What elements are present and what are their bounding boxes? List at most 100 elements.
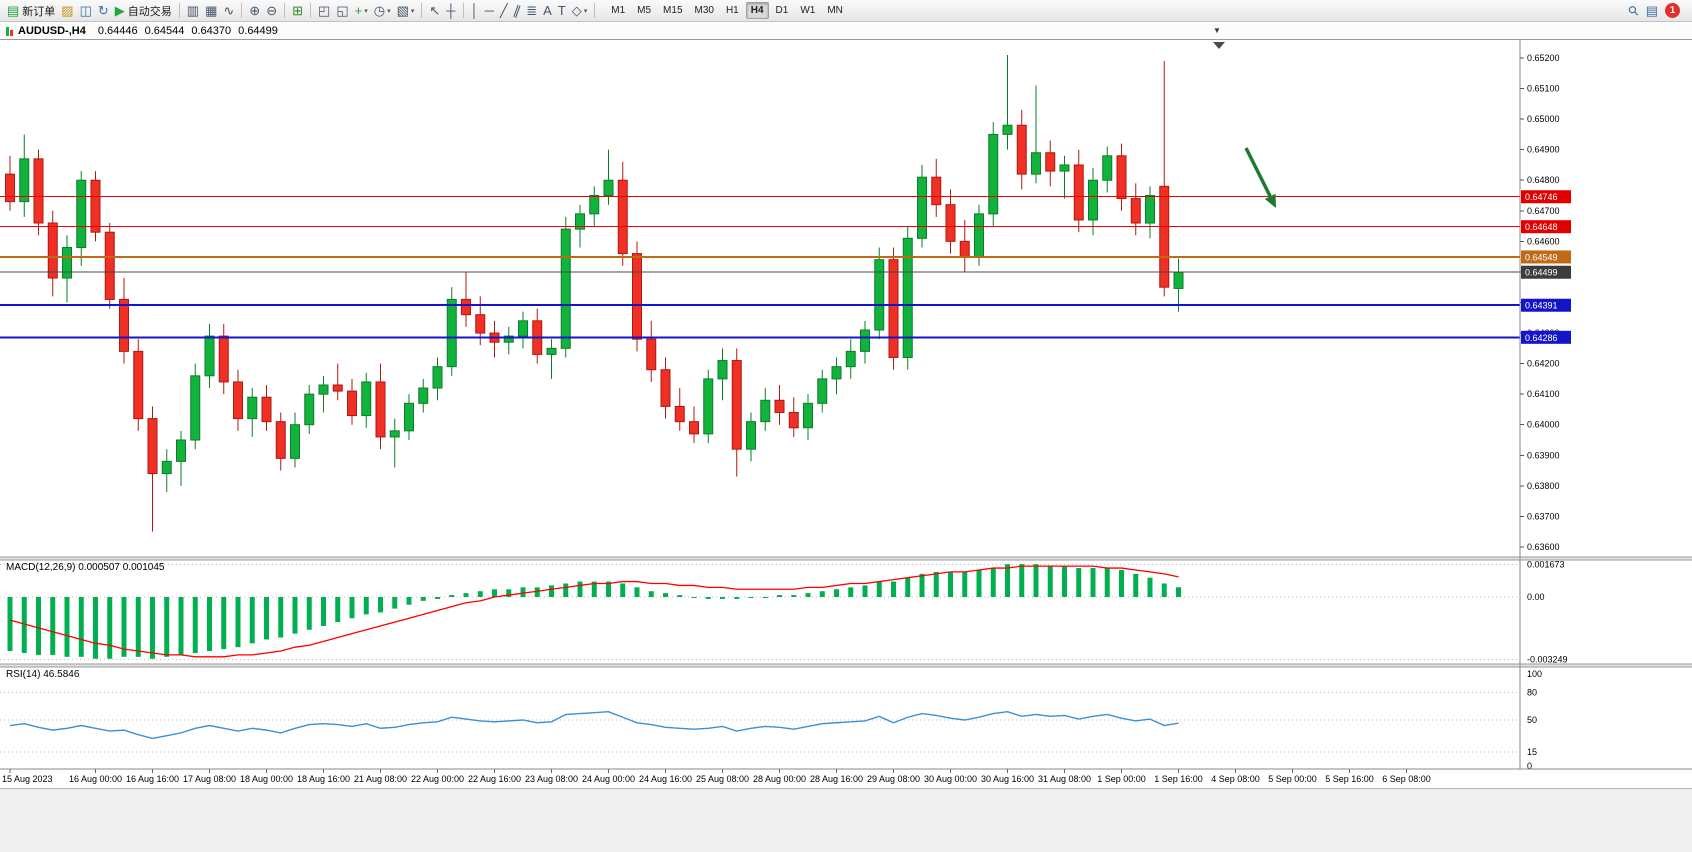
svg-text:0.65200: 0.65200 [1527, 53, 1560, 63]
svg-text:0.00: 0.00 [1527, 592, 1545, 602]
candlestick-icon [6, 26, 13, 36]
fibonacci-icon[interactable]: ≣ [523, 2, 540, 20]
svg-text:4 Sep 08:00: 4 Sep 08:00 [1211, 774, 1260, 784]
tile-windows-icon-glyph: ⊞ [292, 3, 304, 18]
svg-text:1 Sep 16:00: 1 Sep 16:00 [1154, 774, 1203, 784]
new-order-button[interactable]: ▤ 新订单 [4, 2, 58, 20]
crosshair-icon-glyph: ┼ [446, 3, 456, 18]
svg-text:0.63600: 0.63600 [1527, 542, 1560, 552]
timeframe-m1-button[interactable]: M1 [611, 5, 626, 16]
market-watch-icon[interactable]: ◫ [77, 2, 95, 20]
profiles-icon[interactable]: ▨ [58, 2, 76, 20]
svg-text:22 Aug 00:00: 22 Aug 00:00 [411, 774, 464, 784]
timeframe-d1-button[interactable]: D1 [775, 5, 789, 16]
toolbar-separator [310, 3, 312, 18]
tile-windows-icon[interactable]: ⊞ [289, 2, 306, 20]
text-icon[interactable]: A [540, 2, 555, 20]
svg-text:0.001673: 0.001673 [1527, 560, 1565, 570]
svg-text:25 Aug 08:00: 25 Aug 08:00 [696, 774, 749, 784]
timeframe-mn-button[interactable]: MN [827, 5, 843, 16]
crosshair-icon[interactable]: ┼ [443, 2, 458, 20]
svg-text:15 Aug 2023: 15 Aug 2023 [2, 774, 53, 784]
trendline-icon-glyph: ╱ [499, 3, 508, 18]
text-icon-glyph: A [543, 3, 552, 18]
trendline-icon[interactable]: ╱ [497, 2, 511, 20]
periods-button[interactable]: ◷ ▾ [371, 2, 394, 20]
svg-text:100: 100 [1527, 669, 1542, 679]
market-news-icon[interactable]: ▤ [1645, 2, 1658, 18]
notification-badge[interactable]: 1 [1665, 3, 1680, 18]
zoom-in-icon[interactable]: ⊕ [246, 2, 263, 20]
vertical-line-icon-glyph: │ [470, 3, 479, 18]
svg-text:16 Aug 16:00: 16 Aug 16:00 [126, 774, 179, 784]
zoom-in-icon-glyph: ⊕ [249, 3, 261, 18]
status-area [0, 788, 1692, 852]
candles [5, 54, 1184, 532]
svg-text:23 Aug 08:00: 23 Aug 08:00 [525, 774, 578, 784]
toolbar-separator [421, 3, 423, 18]
candlestick-chart-icon[interactable]: ▦ [202, 2, 220, 20]
new-order-button-glyph: ▤ [7, 3, 20, 18]
main-toolbar: ▤ 新订单 ▨ ◫ ↻ ▶ 自动交易 ▥ ▦ ∿ ⊕ ⊖ ⊞ ◰ ◱ + ▾ ◷ ▾ ▧ ▾ ↖ ┼ │ ─ ╱ ∥ ≣ A T ◇ ▾ M1… [0, 0, 1692, 22]
timeframe-h4-button[interactable]: H4 [745, 2, 769, 19]
svg-text:0.64746: 0.64746 [1525, 192, 1558, 202]
symbol-period-label: AUDUSD-,H4 [18, 24, 86, 37]
templates-button[interactable]: ▧ ▾ [394, 2, 418, 20]
svg-text:17 Aug 08:00: 17 Aug 08:00 [183, 774, 236, 784]
cursor-icon-glyph: ↖ [429, 3, 441, 18]
svg-text:0.65000: 0.65000 [1527, 114, 1560, 124]
toolbar-right: ⚲ ▤ 1 [1625, 1, 1688, 19]
line-chart-icon-glyph: ∿ [223, 3, 235, 18]
shapes-button[interactable]: ◇ ▾ [569, 2, 591, 20]
refresh-icon[interactable]: ↻ [95, 2, 112, 20]
svg-text:0.64499: 0.64499 [1525, 268, 1558, 278]
svg-text:16 Aug 00:00: 16 Aug 00:00 [69, 774, 122, 784]
label-icon-glyph: T [557, 3, 566, 18]
fibonacci-icon-glyph: ≣ [526, 3, 538, 18]
add-indicator-button[interactable]: + ▾ [352, 2, 371, 20]
vertical-line-icon[interactable]: │ [468, 2, 482, 20]
periods-button-caret-icon: ▾ [387, 7, 391, 15]
autotrading-button-glyph: ▶ [114, 3, 125, 18]
svg-text:0.64800: 0.64800 [1527, 175, 1560, 185]
svg-text:0.64391: 0.64391 [1525, 301, 1558, 311]
arrange-windows-icon[interactable]: ◱ [333, 2, 351, 20]
timeframe-h1-button[interactable]: H1 [725, 5, 739, 16]
zoom-out-icon-glyph: ⊖ [266, 3, 278, 18]
horizontal-line-icon-glyph: ─ [484, 3, 494, 18]
timeframe-w1-button[interactable]: W1 [800, 5, 816, 16]
label-icon[interactable]: T [555, 2, 569, 20]
cursor-icon[interactable]: ↖ [426, 2, 443, 20]
cascade-windows-icon[interactable]: ◰ [315, 2, 333, 20]
zoom-out-icon[interactable]: ⊖ [263, 2, 280, 20]
svg-text:1 Sep 00:00: 1 Sep 00:00 [1097, 774, 1146, 784]
timeframe-group: M1 M5 M15 M30 H1 H4 D1 W1 MN [605, 2, 849, 19]
svg-text:0: 0 [1527, 761, 1532, 771]
svg-text:5 Sep 00:00: 5 Sep 00:00 [1268, 774, 1317, 784]
market-watch-icon-glyph: ◫ [79, 3, 92, 18]
svg-text:31 Aug 08:00: 31 Aug 08:00 [1038, 774, 1091, 784]
search-icon[interactable]: ⚲ [1624, 1, 1643, 19]
toolbar-separator [462, 3, 464, 18]
arrange-windows-icon-glyph: ◱ [336, 3, 349, 18]
svg-text:18 Aug 16:00: 18 Aug 16:00 [297, 774, 350, 784]
toolbar-separator [594, 3, 596, 18]
shapes-button-caret-icon: ▾ [583, 7, 588, 15]
line-chart-icon[interactable]: ∿ [220, 2, 237, 20]
autotrading-button[interactable]: ▶ 自动交易 [112, 2, 175, 20]
rsi-label: RSI(14) 46.5846 [6, 669, 80, 680]
channel-icon[interactable]: ∥ [511, 2, 524, 20]
timeframe-m5-button[interactable]: M5 [637, 5, 652, 16]
svg-text:50: 50 [1527, 715, 1537, 725]
toolbar-separator [178, 3, 180, 18]
timeframe-m30-button[interactable]: M30 [694, 5, 714, 16]
timeframe-m15-button[interactable]: M15 [663, 5, 683, 16]
autotrading-button-label: 自动交易 [127, 5, 172, 18]
bar-chart-icon[interactable]: ▥ [184, 2, 202, 20]
price-chart-canvas[interactable]: 0.65200 0.65100 0.65000 0.64900 0.64800 0.647… [0, 40, 1692, 788]
horizontal-lines [0, 196, 1520, 339]
horizontal-line-icon[interactable]: ─ [482, 2, 497, 20]
svg-text:0.64000: 0.64000 [1527, 420, 1560, 430]
svg-text:21 Aug 08:00: 21 Aug 08:00 [354, 774, 407, 784]
bar-chart-icon-glyph: ▥ [186, 3, 200, 18]
